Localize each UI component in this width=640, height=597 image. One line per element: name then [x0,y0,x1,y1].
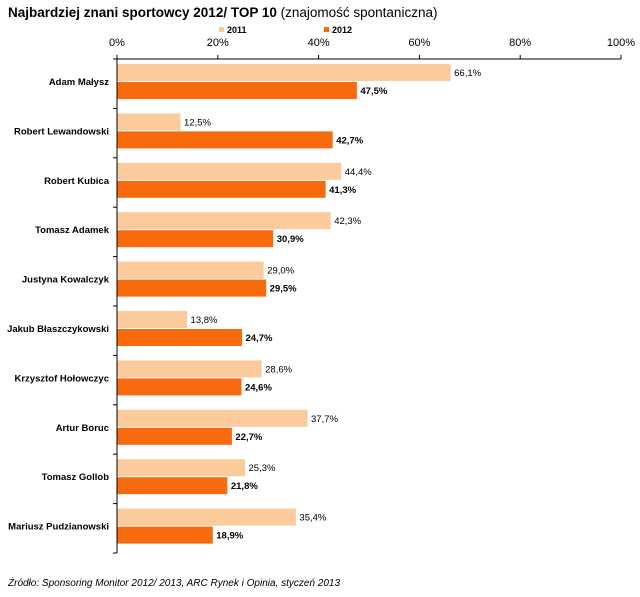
x-tick-label: 60% [408,37,430,49]
data-label-2012: 47,5% [360,86,387,97]
data-label-2011: 66,1% [454,68,481,79]
legend-swatch-2012 [324,27,329,32]
bar-2011 [117,508,296,526]
data-label-2012: 21,8% [231,481,258,492]
legend-label-2011: 2011 [227,25,247,35]
data-label-2011: 13,8% [191,315,218,326]
category-label: Robert Lewandowski [14,126,109,137]
category-label: Mariusz Pudzianowski [8,522,109,533]
bar-2012 [117,180,326,198]
x-tick-label: 0% [109,37,125,49]
bar-2012 [117,378,242,396]
data-label-2012: 41,3% [329,185,356,196]
bar-2011 [117,459,246,477]
bar-2012 [117,329,242,346]
x-tick-label: 20% [207,37,229,49]
data-label-2012: 29,5% [270,284,297,295]
x-tick-label: 40% [308,37,330,49]
category-label: Robert Kubica [44,176,110,187]
data-label-2012: 24,7% [245,333,272,344]
data-label-2011: 25,3% [249,463,276,474]
legend-label-2012: 2012 [332,25,352,35]
data-label-2011: 42,3% [334,216,361,227]
chart-title-subtitle: (znajomość spontaniczna) [280,5,438,20]
bar-2011 [117,212,331,230]
data-label-2011: 12,5% [184,117,211,128]
data-label-2011: 29,0% [267,266,294,277]
data-label-2012: 30,9% [277,234,304,245]
legend-swatch-2011 [219,27,224,32]
chart-title-main: Najbardziej znani sportowcy 2012/ TOP 10 [8,5,277,20]
bar-2012 [117,82,357,99]
bar-2011 [117,360,262,378]
bar-2011 [117,113,181,131]
bar-2012 [117,427,232,445]
category-label: Justyna Kowalczyk [22,275,110,286]
data-label-2011: 44,4% [345,167,372,178]
bar-2012 [117,131,333,149]
bar-2012 [117,230,274,248]
category-label: Adam Małysz [49,77,109,88]
bar-2011 [117,261,264,279]
category-label: Jakub Błaszczykowski [7,324,109,335]
bar-2012 [117,279,267,297]
bar-2011 [117,162,342,180]
x-tick-label: 80% [509,37,531,49]
data-label-2011: 35,4% [299,513,326,524]
bar-2012 [117,477,228,495]
data-label-2012: 22,7% [235,432,262,443]
data-label-2012: 18,9% [216,531,243,542]
source-note: Źródło: Sponsoring Monitor 2012/ 2013, A… [8,578,341,589]
bar-2011 [117,64,451,81]
chart-title: Najbardziej znani sportowcy 2012/ TOP 10… [8,5,437,20]
bar-2012 [117,526,213,544]
data-label-2012: 42,7% [336,135,363,146]
category-label: Krzysztof Hołowczyc [15,373,110,384]
category-label: Tomasz Adamek [35,225,110,236]
x-tick-label: 100% [607,37,635,49]
data-label-2011: 37,7% [311,414,338,425]
data-label-2012: 24,6% [245,382,272,393]
category-label: Artur Boruc [56,423,109,434]
bar-2011 [117,311,188,328]
bar-2011 [117,409,308,427]
category-label: Tomasz Gollob [42,472,110,483]
data-label-2011: 28,6% [265,364,292,375]
